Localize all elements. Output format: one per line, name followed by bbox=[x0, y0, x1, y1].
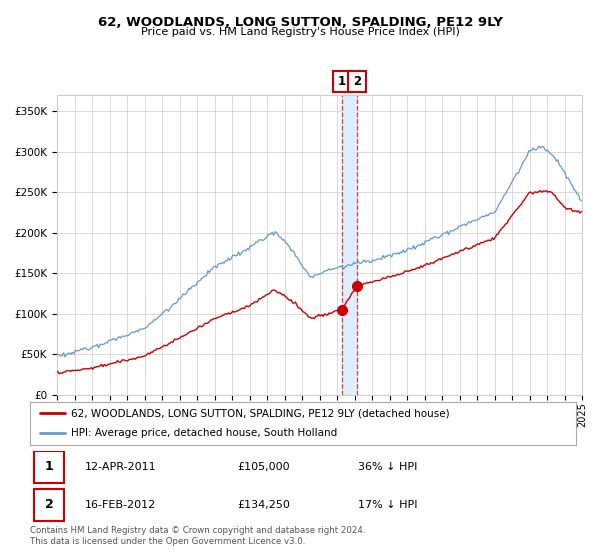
FancyBboxPatch shape bbox=[34, 489, 64, 521]
Text: Contains HM Land Registry data © Crown copyright and database right 2024.
This d: Contains HM Land Registry data © Crown c… bbox=[30, 526, 365, 546]
Bar bbox=[342, 95, 356, 395]
Text: £134,250: £134,250 bbox=[238, 500, 290, 510]
Text: 36% ↓ HPI: 36% ↓ HPI bbox=[358, 462, 417, 472]
Text: 16-FEB-2012: 16-FEB-2012 bbox=[85, 500, 156, 510]
Text: 2: 2 bbox=[45, 498, 54, 511]
Text: Price paid vs. HM Land Registry's House Price Index (HPI): Price paid vs. HM Land Registry's House … bbox=[140, 27, 460, 37]
Text: 2: 2 bbox=[353, 75, 361, 88]
Text: 17% ↓ HPI: 17% ↓ HPI bbox=[358, 500, 417, 510]
FancyBboxPatch shape bbox=[34, 451, 64, 483]
Text: 1: 1 bbox=[338, 75, 346, 88]
Text: 1: 1 bbox=[45, 460, 54, 473]
Text: 12-APR-2011: 12-APR-2011 bbox=[85, 462, 156, 472]
Text: 62, WOODLANDS, LONG SUTTON, SPALDING, PE12 9LY (detached house): 62, WOODLANDS, LONG SUTTON, SPALDING, PE… bbox=[71, 408, 449, 418]
Text: 62, WOODLANDS, LONG SUTTON, SPALDING, PE12 9LY: 62, WOODLANDS, LONG SUTTON, SPALDING, PE… bbox=[97, 16, 503, 29]
Text: HPI: Average price, detached house, South Holland: HPI: Average price, detached house, Sout… bbox=[71, 428, 337, 438]
Text: £105,000: £105,000 bbox=[238, 462, 290, 472]
